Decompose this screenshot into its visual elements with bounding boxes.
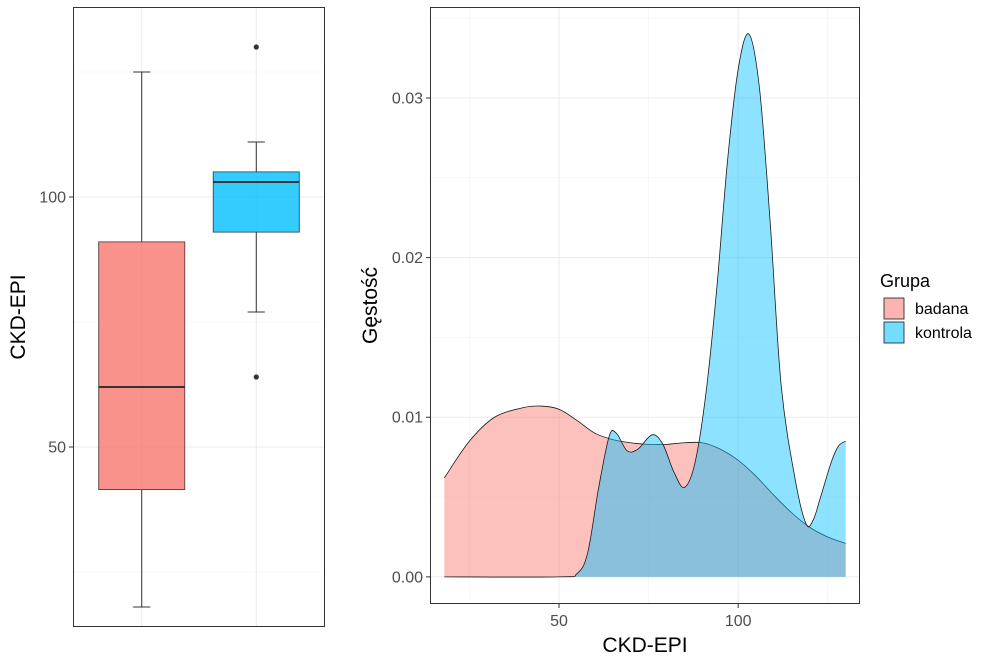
density-y-tick-label: 0.01 [392, 410, 423, 427]
boxplot-marks [98, 44, 300, 608]
boxplot-y-axis-label: CKD-EPI [7, 274, 30, 359]
legend-key-badana [883, 297, 905, 320]
density-marks [443, 33, 846, 578]
boxplot-y-ticks: 50 100 [39, 190, 73, 457]
box-badana [98, 71, 186, 608]
density-border [430, 7, 860, 604]
legend-title: Grupa [880, 271, 931, 291]
box-outlier [253, 44, 259, 50]
density-line-badana [443, 405, 846, 544]
density-y-ticks: 0.00 0.01 0.02 0.03 [392, 90, 430, 586]
boxplot-y-tick-label: 50 [48, 440, 66, 457]
density-y-tick-label: 0.03 [392, 90, 423, 107]
density-x-tick-label: 50 [550, 613, 568, 630]
legend-label-badana: badana [915, 301, 968, 318]
density-x-ticks: 50 100 [550, 604, 752, 630]
legend-key-kontrola [883, 321, 905, 344]
box-iqr-fill [98, 242, 185, 490]
density-area-badana [444, 405, 846, 577]
legend-items: badana kontrola [883, 297, 972, 344]
legend-item-badana: badana [883, 297, 968, 320]
boxplot-panel: 50 100 CKD-EPI [7, 7, 325, 627]
density-y-tick-label: 0.00 [392, 569, 423, 586]
legend-label-kontrola: kontrola [915, 325, 972, 342]
density-x-axis-label: CKD-EPI [602, 634, 687, 657]
box-outlier [253, 374, 259, 380]
legend: Grupa badana kontrola [880, 271, 972, 344]
density-y-axis-label: Gęstość [359, 267, 382, 344]
density-area-kontrola [444, 33, 846, 578]
box-kontrola [212, 44, 300, 380]
boxplot-y-tick-label: 100 [39, 190, 66, 207]
density-background [430, 7, 860, 604]
legend-item-kontrola: kontrola [883, 321, 972, 344]
density-line-kontrola [444, 33, 846, 578]
density-y-tick-label: 0.02 [392, 250, 423, 267]
density-panel: 50 100 0.00 0.01 0.02 0.03 CKD-EPI Gęstość [359, 7, 860, 657]
boxplot-border [73, 7, 325, 627]
density-x-tick-label: 100 [725, 613, 752, 630]
